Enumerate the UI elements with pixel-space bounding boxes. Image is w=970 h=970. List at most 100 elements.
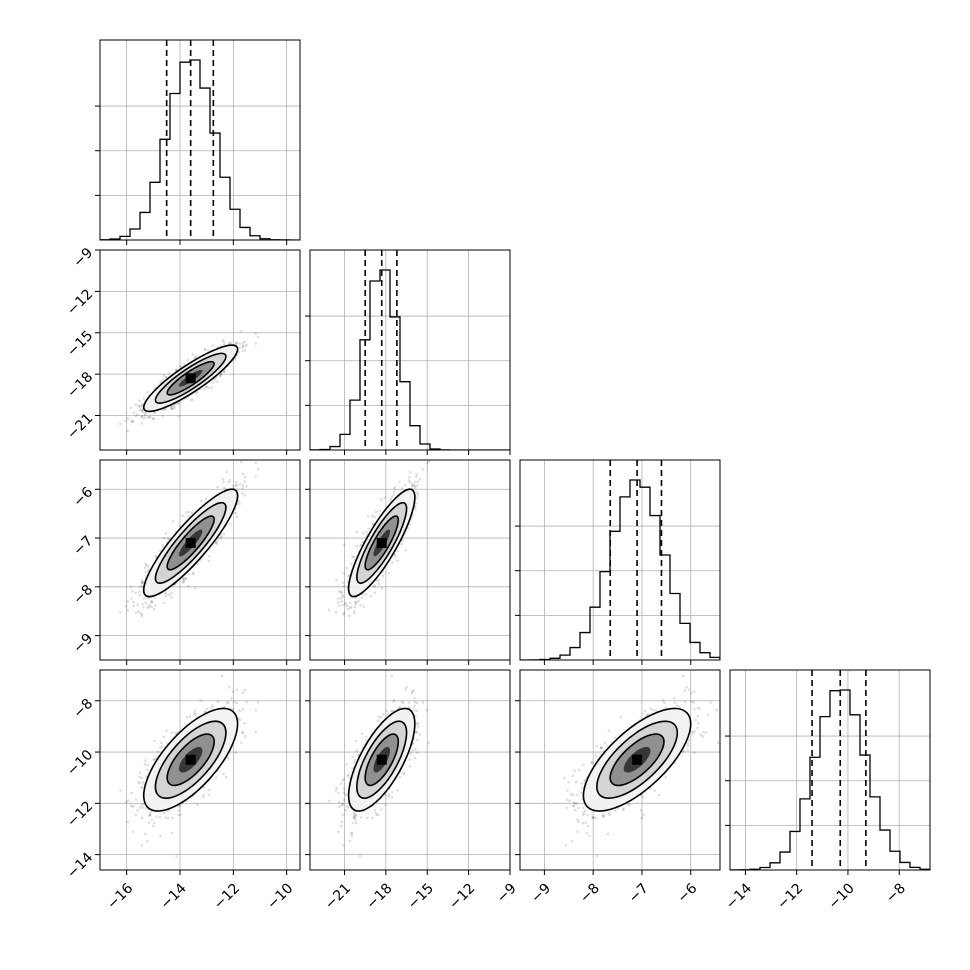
point-3-1-552	[126, 600, 130, 603]
point-3-1-676	[181, 514, 184, 517]
point-3-2-939	[354, 602, 358, 606]
point-4-1-1069	[140, 844, 144, 847]
point-3-1-1003	[152, 607, 156, 611]
point-2-1-395	[211, 344, 214, 347]
point-3-1-840	[234, 484, 238, 487]
point-2-1-1072	[126, 429, 130, 433]
point-3-2-490	[372, 584, 376, 588]
point-3-2-619	[353, 605, 357, 609]
point-3-1-734	[199, 499, 203, 503]
point-4-1-713	[159, 746, 162, 749]
point-4-1-433	[210, 706, 213, 709]
point-2-1-771	[229, 341, 233, 345]
point-3-2-622	[416, 453, 419, 456]
point-4-1-860	[237, 717, 241, 720]
point-2-1-906	[241, 349, 244, 353]
point-4-1-814	[145, 768, 149, 772]
point-4-2-221	[411, 748, 414, 752]
point-4-1-774	[174, 732, 178, 735]
point-3-1-396	[234, 480, 238, 484]
point-4-1-766	[256, 701, 260, 704]
point-2-1-507	[161, 377, 165, 381]
point-2-1-747	[203, 347, 207, 350]
point-4-1-587	[179, 813, 182, 817]
point-4-1-141	[147, 821, 151, 824]
point-4-1-215	[140, 785, 144, 789]
point-2-1-863	[138, 408, 141, 412]
point-3-2-435	[378, 509, 381, 513]
point-3-2-175	[380, 498, 383, 501]
point-2-1-821	[203, 387, 206, 391]
point-4-1-479	[241, 691, 245, 695]
point-4-2-187	[400, 700, 404, 704]
point-4-1-277	[238, 709, 242, 712]
point-3-2-449	[415, 472, 418, 476]
hist-panel-3	[515, 459, 721, 665]
point-4-2-391	[405, 686, 408, 689]
point-2-1-192	[210, 386, 214, 389]
point-3-2-857	[334, 611, 338, 614]
point-2-1-392	[152, 417, 155, 420]
point-3-1-406	[182, 580, 186, 583]
point-3-1-415	[129, 585, 133, 588]
point-4-2-382	[342, 798, 346, 802]
point-4-2-314	[342, 787, 346, 790]
point-4-1-447	[220, 674, 224, 678]
point-2-1-1069	[140, 415, 144, 418]
point-4-1-328	[140, 776, 144, 780]
point-3-2-846	[359, 544, 362, 548]
point-3-2-724	[349, 605, 353, 609]
point-4-2-111	[377, 715, 381, 718]
point-3-1-614	[227, 480, 231, 484]
point-3-2-128	[413, 484, 417, 488]
point-3-1-844	[148, 603, 151, 607]
point-3-2-895	[404, 548, 407, 552]
point-3-2-865	[371, 522, 375, 526]
point-3-1-756	[184, 577, 187, 580]
point-3-1-750	[164, 593, 168, 596]
point-3-2-611	[351, 555, 354, 559]
point-3-2-1044	[425, 461, 429, 465]
point-3-2-951	[344, 601, 347, 605]
point-4-2-395	[413, 704, 416, 708]
point-4-1-382	[134, 798, 138, 802]
point-4-1-652	[170, 831, 173, 835]
point-3-2-934	[407, 479, 411, 482]
point-4-2-423	[384, 793, 387, 797]
point-2-1-128	[245, 343, 249, 347]
point-3-2-402	[412, 484, 416, 487]
point-3-1-934	[228, 479, 232, 482]
frame-2-1	[99, 249, 301, 451]
point-4-1-965	[144, 759, 148, 762]
point-4-2-222	[427, 741, 431, 745]
point-2-1-652	[170, 407, 173, 410]
point-3-2-49	[380, 587, 384, 590]
point-3-1-49	[193, 587, 197, 590]
density-peak-3-1	[185, 537, 196, 548]
point-2-1-1022	[159, 381, 162, 384]
point-3-1-382	[134, 611, 138, 615]
point-4-2-214	[344, 808, 347, 812]
point-3-1-766	[256, 468, 260, 471]
point-2-1-583	[141, 410, 145, 414]
point-2-1-143	[139, 404, 142, 408]
point-3-1-1069	[140, 612, 144, 616]
point-3-2-108	[348, 606, 352, 610]
scatter-panel-4-2	[305, 669, 511, 875]
point-2-1-744	[211, 381, 214, 384]
point-4-1-182	[178, 804, 182, 808]
point-3-2-187	[400, 487, 404, 490]
point-3-1-225	[150, 605, 153, 609]
point-3-1-462	[154, 604, 157, 607]
point-4-1-866	[144, 832, 147, 836]
point-4-1-337	[143, 763, 147, 766]
point-4-1-284	[140, 786, 144, 790]
point-2-1-622	[235, 341, 239, 345]
point-3-2-97	[414, 507, 417, 511]
point-3-2-825	[393, 485, 397, 489]
point-2-1-194	[186, 358, 190, 362]
point-2-1-803	[151, 417, 155, 421]
point-4-1-327	[214, 776, 218, 779]
point-3-1-128	[245, 484, 249, 488]
point-4-1-448	[131, 830, 135, 834]
